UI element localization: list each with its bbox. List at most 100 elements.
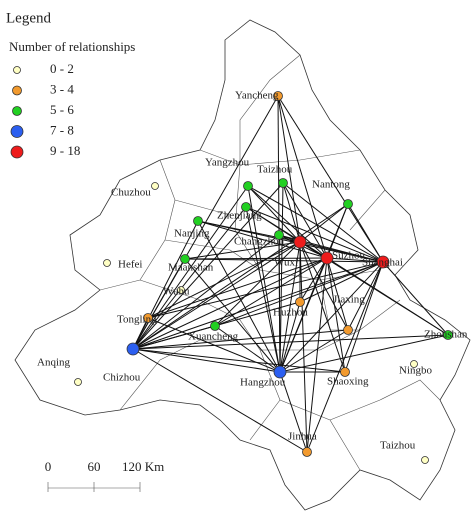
edge [132, 182, 284, 350]
city-node [273, 91, 283, 101]
city-label: Jinhua [288, 431, 317, 443]
edge [132, 206, 247, 350]
edge [132, 348, 308, 453]
city-node [210, 321, 220, 331]
city-node [180, 254, 190, 264]
city-node [126, 342, 140, 356]
edge [132, 258, 186, 350]
city-node [302, 447, 312, 457]
city-label: Anqing [37, 357, 71, 369]
city-label: Hefei [118, 259, 142, 271]
edge [214, 241, 301, 327]
edge [245, 206, 384, 263]
edge [344, 261, 384, 373]
legend-swatch [10, 145, 24, 159]
legend-label: 0 - 2 [50, 61, 74, 76]
city-node [343, 199, 353, 209]
city-node [421, 456, 429, 464]
city-label: Xuancheng [188, 331, 239, 343]
city-node [376, 255, 390, 269]
edge [132, 261, 384, 350]
city-node [74, 378, 82, 386]
city-label: Huzhou [273, 307, 308, 319]
city-label: Nantong [312, 179, 350, 191]
edge [326, 257, 384, 263]
city-label: Yancheng [235, 90, 279, 102]
nodes: Chuzhou Hefei Wuhu Anqing Ningbo Taizhou Yanch… [37, 90, 468, 464]
city-label: Zhenjiang [217, 210, 262, 222]
city-label: Shanghai [362, 257, 403, 269]
edge [347, 261, 384, 331]
city-label: Chizhou [103, 372, 141, 384]
legend-swatch [12, 85, 22, 96]
edge [147, 241, 301, 319]
edge [247, 185, 301, 243]
legend-label: 9 - 18 [50, 143, 80, 158]
edge [247, 185, 384, 263]
city-label: Wuhu [163, 286, 190, 298]
edge [147, 261, 384, 319]
edge [132, 185, 249, 350]
legend-label: 5 - 6 [50, 102, 74, 117]
city-label: Changzhou [234, 236, 285, 248]
city-node [151, 182, 159, 190]
edge [147, 257, 328, 319]
city-node [278, 178, 288, 188]
edge [299, 261, 384, 303]
city-label: Wuxi [274, 257, 298, 269]
edge [279, 334, 449, 373]
edge [277, 95, 328, 259]
city-label: Taizhou [380, 440, 416, 452]
city-label: Tongling [117, 314, 157, 326]
edge [306, 261, 384, 453]
city-node [241, 202, 251, 212]
legend-swatch [10, 125, 24, 138]
edge [214, 257, 328, 327]
city-node [273, 365, 287, 379]
city-node [320, 251, 334, 265]
edge [197, 220, 328, 259]
legend-label: 3 - 4 [50, 81, 74, 96]
city-node [410, 360, 418, 368]
city-label: Shaoxing [327, 376, 369, 388]
edge [279, 301, 301, 373]
region-outline [14, 19, 471, 511]
edge [147, 317, 281, 373]
city-node [243, 181, 253, 191]
edge [279, 261, 384, 373]
edge [132, 334, 449, 350]
edge [132, 329, 349, 350]
edge [132, 220, 199, 350]
edge [326, 257, 346, 373]
edge [282, 182, 384, 263]
edge [245, 206, 281, 373]
legend-subtitle: Number of relationships [9, 39, 135, 54]
edge [279, 371, 308, 453]
city-node [274, 230, 284, 240]
city-node [340, 367, 350, 377]
edge [132, 257, 328, 350]
edges [132, 95, 449, 453]
edge [382, 261, 449, 336]
city-node [295, 297, 305, 307]
edge [245, 206, 328, 259]
city-label: Chuzhou [111, 187, 151, 199]
edge [247, 185, 328, 259]
edge [214, 325, 281, 373]
city-label: Taizhou [257, 164, 293, 176]
city-node [143, 313, 153, 323]
city-label: Hangzhou [240, 377, 286, 389]
city-label: Jiaxing [333, 294, 365, 306]
edge [132, 348, 281, 373]
city-node [443, 330, 453, 340]
city-label: Ningbo [399, 365, 433, 377]
edge [347, 203, 384, 263]
edge [132, 203, 349, 350]
edge [279, 329, 349, 373]
city-node [293, 235, 307, 249]
city-label: Maanshan [168, 262, 214, 274]
city-node [193, 216, 203, 226]
city-label: Zhoushan [424, 329, 468, 341]
edge [299, 257, 328, 303]
